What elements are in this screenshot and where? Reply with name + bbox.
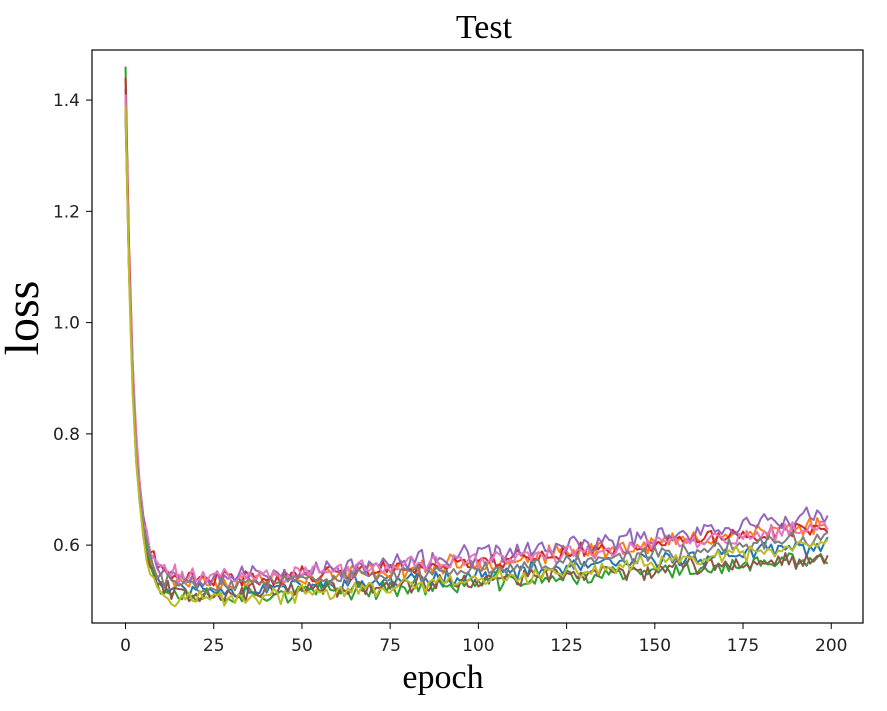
plot-frame <box>91 49 864 624</box>
series-line-1 <box>124 88 829 599</box>
x-tick-label: 0 <box>120 636 131 656</box>
y-axis-label: loss <box>0 281 49 356</box>
x-tick-label: 50 <box>291 636 313 656</box>
x-tick-label: 75 <box>379 636 401 656</box>
y-tick-label: 0.8 <box>53 425 80 445</box>
chart-title: Test <box>456 9 513 46</box>
y-axis: 0.6 0.8 1.0 1.2 1.4 <box>53 91 92 556</box>
series-line-2 <box>124 111 829 591</box>
y-tick-label: 1.0 <box>53 314 80 334</box>
x-tick-label: 175 <box>727 636 759 656</box>
x-tick-label: 150 <box>639 636 671 656</box>
series-line-6 <box>124 105 829 603</box>
y-tick-label: 1.2 <box>53 202 80 222</box>
series-line-8 <box>124 116 829 595</box>
x-tick-label: 125 <box>550 636 582 656</box>
series-line-9 <box>124 105 829 608</box>
y-tick-label: 0.6 <box>53 536 80 556</box>
series-line-4 <box>124 77 829 587</box>
x-axis-label: epoch <box>402 659 483 696</box>
series-line-5 <box>124 100 829 587</box>
series-layer <box>124 66 829 608</box>
x-tick-label: 25 <box>203 636 225 656</box>
x-tick-label: 200 <box>815 636 847 656</box>
x-tick-label: 100 <box>462 636 494 656</box>
y-tick-label: 1.4 <box>53 91 80 111</box>
series-line-3 <box>124 66 829 604</box>
x-axis: 0 25 50 75 100 125 150 175 200 <box>120 623 847 656</box>
series-line-7 <box>124 94 829 586</box>
